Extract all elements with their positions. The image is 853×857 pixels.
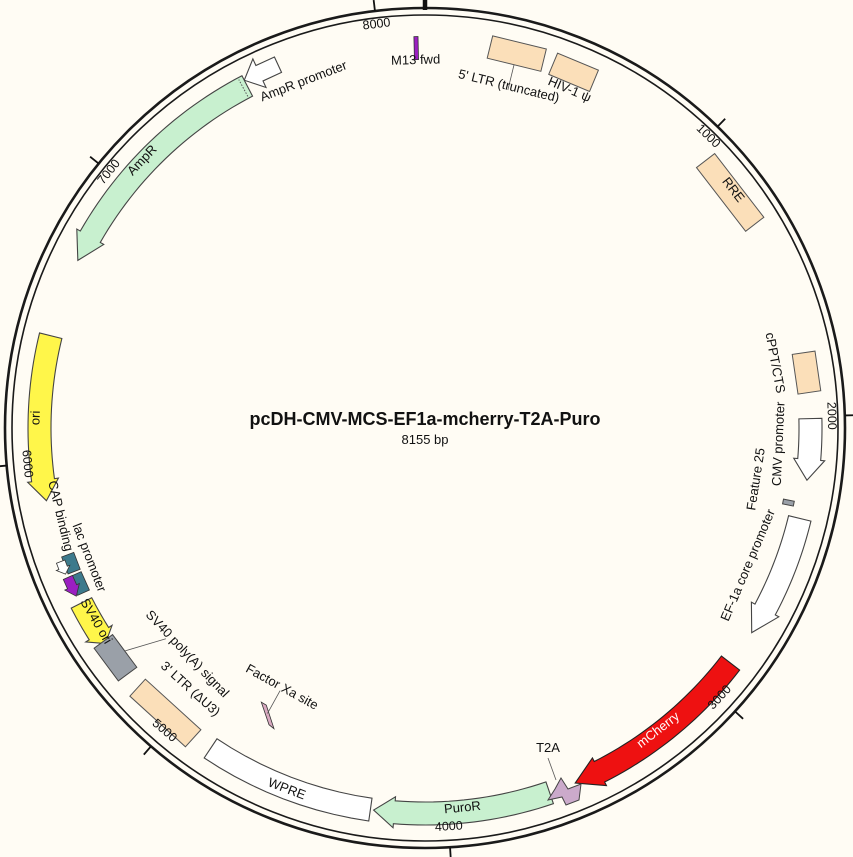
svg-text:M13 fwd: M13 fwd — [391, 51, 441, 67]
svg-text:T2A: T2A — [536, 740, 560, 755]
svg-text:4000: 4000 — [435, 818, 464, 834]
svg-text:ori: ori — [27, 410, 42, 425]
svg-text:2000: 2000 — [824, 402, 839, 430]
svg-text:pcDH-CMV-MCS-EF1a-mcherry-T2A-: pcDH-CMV-MCS-EF1a-mcherry-T2A-Puro — [249, 409, 600, 429]
svg-text:8155 bp: 8155 bp — [402, 432, 449, 447]
svg-text:6000: 6000 — [19, 449, 35, 478]
